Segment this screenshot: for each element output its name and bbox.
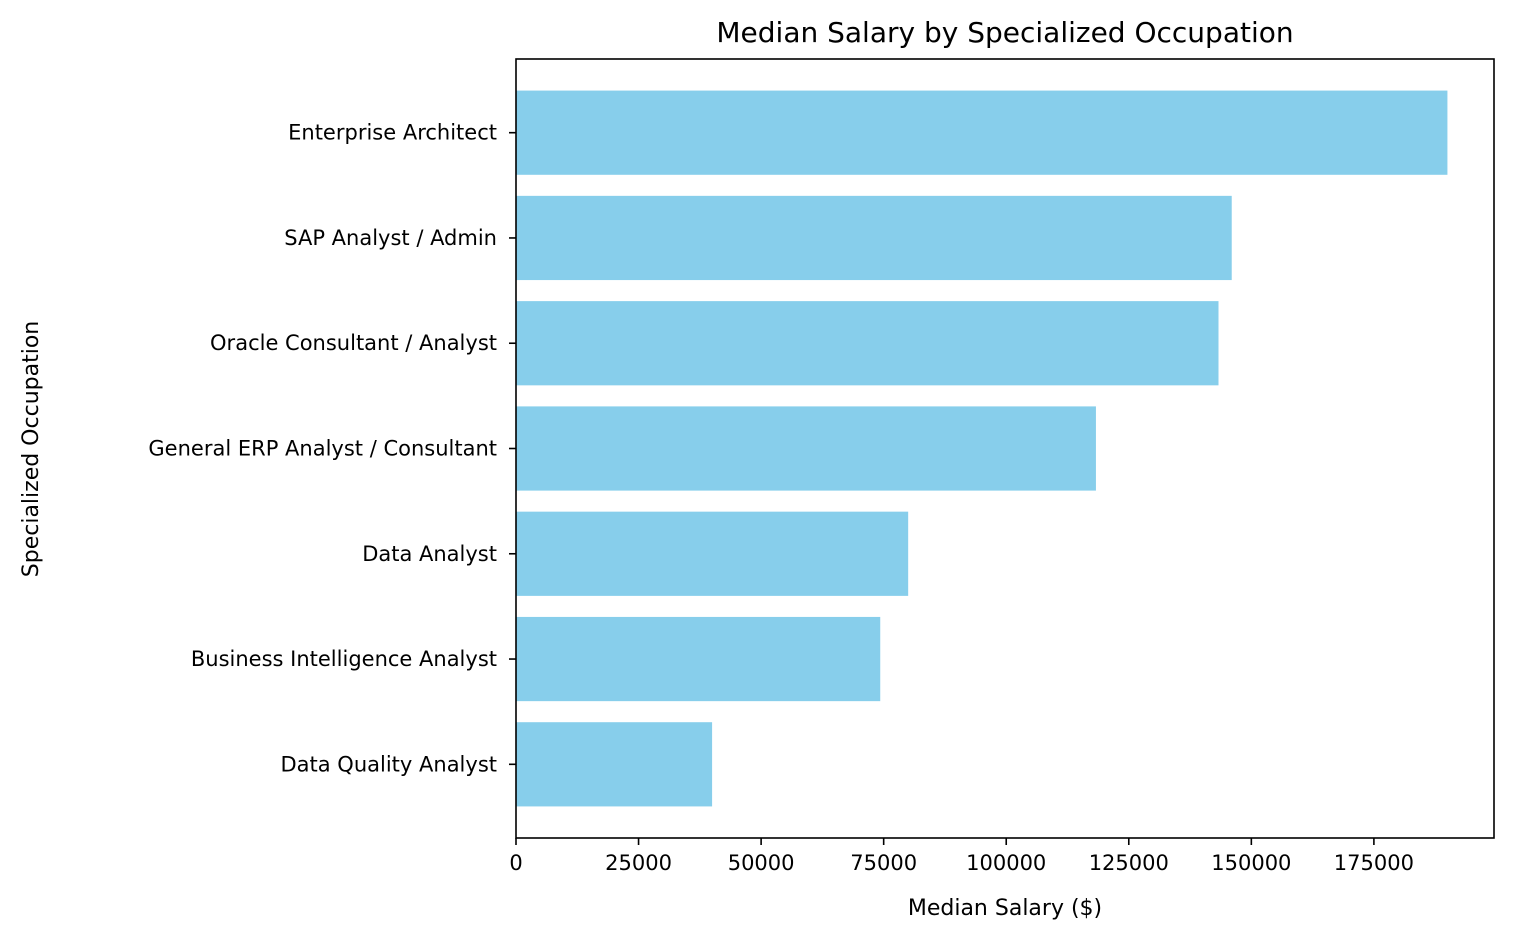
bar-data-quality-analyst (516, 722, 713, 807)
y-axis-ticks: Enterprise Architect SAP Analyst / Admin O… (148, 121, 516, 776)
y-tick-label: Enterprise Architect (288, 121, 497, 145)
bar-oracle-consultant-analyst (516, 301, 1219, 386)
x-tick-label: 75000 (850, 851, 917, 875)
x-tick-label: 25000 (605, 851, 672, 875)
x-tick-label: 125000 (1089, 851, 1169, 875)
x-tick-label: 0 (509, 851, 522, 875)
x-tick-label: 100000 (966, 851, 1046, 875)
chart-title: Median Salary by Specialized Occupation (716, 16, 1293, 49)
bars-group (516, 90, 1448, 807)
y-tick-label: General ERP Analyst / Consultant (148, 437, 497, 461)
y-tick-label: SAP Analyst / Admin (284, 226, 497, 250)
x-axis-ticks: 0 25000 50000 75000 100000 125000 150000 175000 (509, 838, 1414, 875)
y-tick-label: Oracle Consultant / Analyst (210, 331, 497, 355)
x-tick-label: 50000 (728, 851, 795, 875)
x-axis-label: Median Salary ($) (908, 896, 1102, 921)
bar-general-erp-analyst-consultant (516, 406, 1096, 491)
y-tick-label: Data Analyst (362, 542, 497, 566)
bar-sap-analyst-admin (516, 195, 1232, 281)
y-axis-label: Specialized Occupation (19, 321, 44, 577)
y-tick-label: Business Intelligence Analyst (191, 647, 497, 671)
bar-enterprise-architect (516, 90, 1448, 175)
bar-data-analyst (516, 511, 909, 596)
y-tick-label: Data Quality Analyst (280, 752, 497, 776)
bar-business-intelligence-analyst (516, 616, 881, 702)
x-tick-label: 175000 (1334, 851, 1414, 875)
x-tick-label: 150000 (1211, 851, 1291, 875)
